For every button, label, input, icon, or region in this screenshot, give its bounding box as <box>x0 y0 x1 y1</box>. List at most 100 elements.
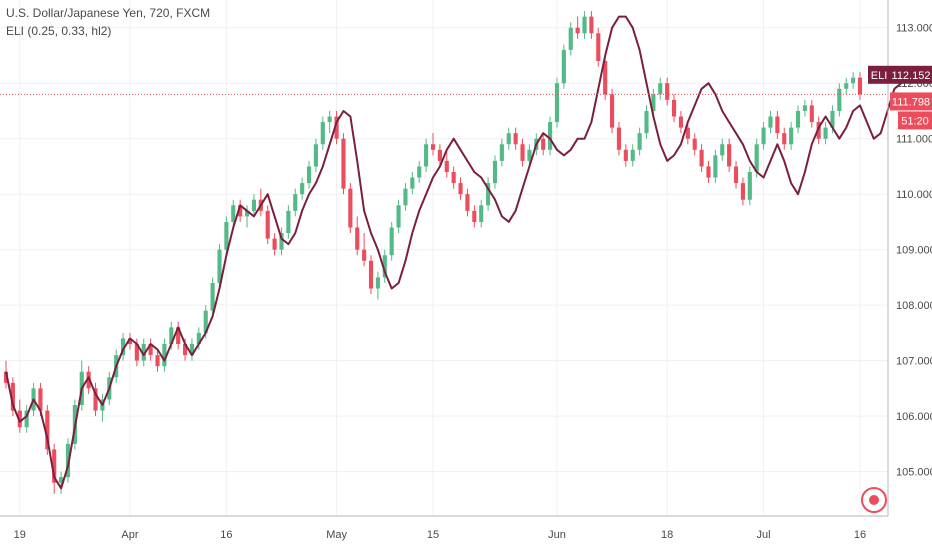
candle-body <box>238 205 243 217</box>
candle-body <box>355 227 360 250</box>
candle-body <box>582 16 587 34</box>
candle-body <box>623 149 628 161</box>
chart-legend-title: U.S. Dollar/Japanese Yen, 720, FXCM <box>6 6 211 20</box>
y-tick-label: 106.000 <box>896 411 932 423</box>
y-tick-label: 108.000 <box>896 300 932 312</box>
candle-body <box>251 199 257 211</box>
candle-body <box>300 183 305 195</box>
candle-body <box>244 210 250 217</box>
candle-body <box>589 16 594 34</box>
candle-body <box>775 116 780 134</box>
y-tick-label: 109.000 <box>896 245 932 257</box>
candle-body <box>293 194 298 211</box>
candle-body <box>554 83 560 123</box>
candle-body <box>279 233 284 250</box>
candle-body <box>362 249 367 261</box>
candle-body <box>169 327 174 344</box>
candle-body <box>747 172 752 200</box>
candle-body <box>224 221 229 250</box>
candle-body <box>720 144 725 156</box>
candle-body <box>637 133 642 150</box>
candle-body <box>196 332 201 344</box>
x-tick-label: Apr <box>121 529 138 541</box>
candle-body <box>217 249 222 283</box>
candle-body <box>59 477 64 483</box>
candle-body <box>451 172 456 184</box>
candle-body <box>754 144 759 172</box>
candle-body <box>424 144 429 167</box>
y-tick-label: 110.000 <box>896 189 932 201</box>
candle-body <box>685 127 690 139</box>
y-tick-label: 113.000 <box>896 23 932 35</box>
eli-tag-badge <box>868 65 890 84</box>
candle-body <box>148 344 153 356</box>
candle-body <box>513 133 518 145</box>
price-value-text: 111.798 <box>892 96 930 108</box>
candle-body <box>45 410 50 450</box>
candle-body <box>823 127 828 139</box>
candle-body <box>479 205 484 222</box>
eli-value-badge <box>890 65 932 84</box>
candle-body <box>203 310 208 333</box>
candle-body <box>189 344 195 356</box>
countdown-text: 51:20 <box>901 115 929 127</box>
candle-body <box>740 183 745 200</box>
x-tick-label: 16 <box>220 529 232 541</box>
candle-body <box>403 188 408 206</box>
candle-body <box>265 210 270 239</box>
candle-body <box>548 122 553 150</box>
candle-body <box>789 127 794 145</box>
tradingview-logo[interactable] <box>861 487 887 513</box>
candle-body <box>410 177 415 189</box>
candle-body <box>492 160 498 184</box>
candle-body <box>17 410 22 428</box>
candle-body <box>320 122 325 145</box>
candle-body <box>527 149 532 161</box>
candle-body <box>93 388 98 411</box>
indicator-legend[interactable]: ELI (0.25, 0.33, hl2) <box>6 24 112 38</box>
candle-body <box>231 205 236 222</box>
candle-body <box>134 344 139 361</box>
candle-body <box>609 94 615 128</box>
candle-body <box>575 27 580 34</box>
eli-value-text: 112.152 <box>892 70 931 82</box>
candle-body <box>816 122 821 139</box>
candle-body <box>437 149 442 161</box>
candle-body <box>506 133 511 145</box>
candle-body <box>182 344 188 356</box>
candle-body <box>727 144 732 167</box>
candle-body <box>24 410 29 428</box>
candle-body <box>699 149 704 167</box>
candle-body <box>272 238 277 250</box>
countdown-badge <box>898 111 932 130</box>
candle-body <box>851 77 856 84</box>
candle-body <box>665 83 670 100</box>
candle-body <box>341 138 346 189</box>
candle-body <box>368 260 374 289</box>
candle-body <box>857 77 863 95</box>
candle-body <box>396 205 401 228</box>
candle-body <box>844 83 849 89</box>
candle-body <box>809 105 814 123</box>
candle-body <box>210 282 215 311</box>
candle-body <box>561 49 566 84</box>
x-tick-label: 16 <box>854 529 866 541</box>
candle-body <box>430 144 436 150</box>
candle-body <box>596 33 601 62</box>
candle-body <box>127 338 133 344</box>
candle-body <box>520 144 525 161</box>
candle-body <box>678 116 684 128</box>
candle-body <box>733 166 739 184</box>
eli-line <box>5 15 916 490</box>
x-tick-label: Jun <box>548 529 566 541</box>
candle-body <box>306 166 312 184</box>
candle-body <box>176 327 181 344</box>
candle-body <box>38 388 43 411</box>
candle-body <box>541 138 546 150</box>
candle-body <box>313 144 318 167</box>
x-tick-label: 18 <box>661 529 673 541</box>
candle-body <box>761 127 766 145</box>
